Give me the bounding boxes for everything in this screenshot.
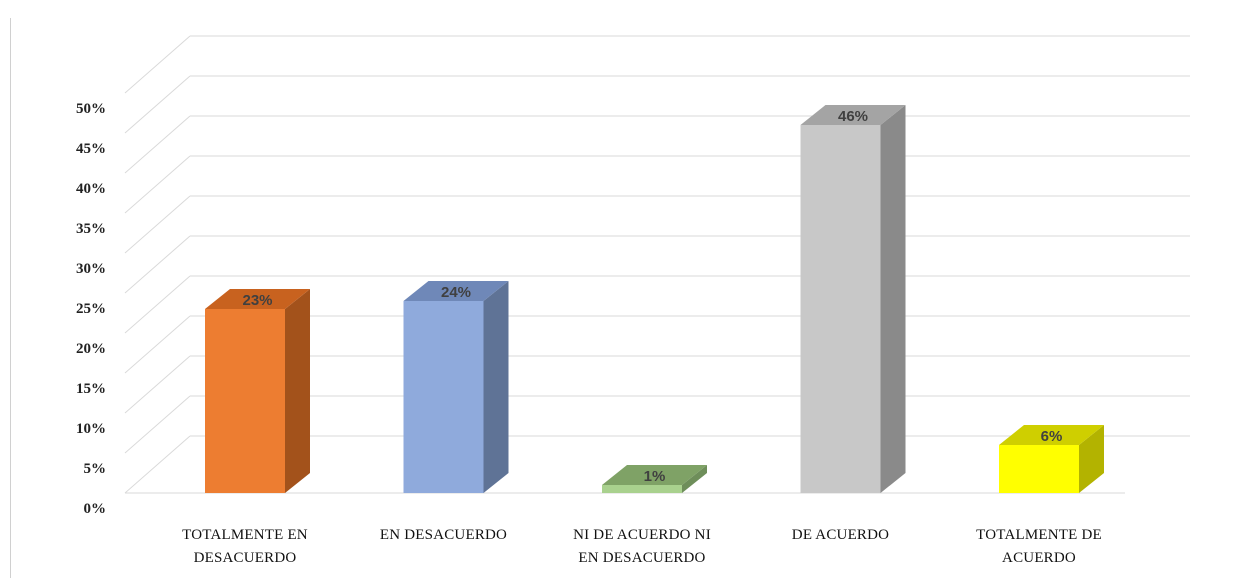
gridline-diagonal <box>124 275 191 334</box>
data-label: 24% <box>441 284 471 301</box>
bar-front <box>999 445 1079 493</box>
bar-top <box>403 281 509 301</box>
bar-top <box>800 105 906 125</box>
bar-side <box>880 105 906 493</box>
data-label: 6% <box>1041 428 1063 445</box>
y-tick-label: 15% <box>76 381 106 397</box>
gridline-diagonal <box>124 355 191 414</box>
y-tick-label: 10% <box>76 421 106 437</box>
chart-frame-line <box>10 18 11 578</box>
bar-3 <box>602 465 707 493</box>
y-tick-label: 40% <box>76 181 106 197</box>
bar-side <box>1079 425 1104 493</box>
y-tick-label: 50% <box>76 101 106 117</box>
data-label: 23% <box>242 292 272 309</box>
bar-front <box>205 309 285 493</box>
bar-layer <box>205 105 1104 493</box>
data-label: 46% <box>838 108 868 125</box>
y-tick-label: 0% <box>84 501 107 517</box>
gridline-diagonal <box>124 315 191 374</box>
category-label: TOTALMENTE DE <box>976 527 1102 543</box>
bar-side <box>682 465 707 493</box>
category-label: EN DESACUERDO <box>578 550 705 566</box>
category-label: EN DESACUERDO <box>380 527 507 543</box>
data-label: 1% <box>644 468 666 485</box>
bar-top <box>205 289 310 309</box>
y-axis-ticks: 0% 5% 10% 15% 20% 25% 30% 35% 40% 45% 50% <box>76 101 106 517</box>
bar-top <box>999 425 1104 445</box>
bar-side <box>483 281 509 493</box>
category-label: TOTALMENTE EN <box>182 527 308 543</box>
bar-front <box>403 301 484 493</box>
category-label: ACUERDO <box>1002 550 1076 566</box>
y-tick-label: 45% <box>76 141 106 157</box>
y-tick-label: 5% <box>84 461 107 477</box>
bar-front <box>602 485 682 493</box>
category-label: NI DE ACUERDO NI <box>573 527 711 543</box>
bar-4 <box>800 105 906 493</box>
bar-2 <box>403 281 509 493</box>
gridline-diagonal <box>124 435 191 494</box>
category-label: DE ACUERDO <box>792 527 889 543</box>
y-tick-label: 30% <box>76 261 106 277</box>
category-label: DESACUERDO <box>194 550 297 566</box>
gridline-diagonal <box>124 35 191 94</box>
bar-front <box>800 125 881 493</box>
y-tick-label: 35% <box>76 221 106 237</box>
bar-top <box>602 465 707 485</box>
gridline-diagonal <box>124 115 191 174</box>
bar-side <box>285 289 310 493</box>
bar-1 <box>205 289 310 493</box>
data-label-layer: 23% 24% 1% 46% 6% <box>242 108 1062 485</box>
category-label-layer: TOTALMENTE EN DESACUERDO EN DESACUERDO NI D… <box>182 527 1102 566</box>
gridline-diagonal <box>124 155 191 214</box>
gridline-diagonal <box>124 235 191 294</box>
gridline-diagonal <box>124 395 191 454</box>
gridline-diagonal <box>124 195 191 254</box>
y-tick-label: 20% <box>76 341 106 357</box>
bar-5 <box>999 425 1104 493</box>
gridline-diagonal <box>124 75 191 134</box>
y-tick-label: 25% <box>76 301 106 317</box>
